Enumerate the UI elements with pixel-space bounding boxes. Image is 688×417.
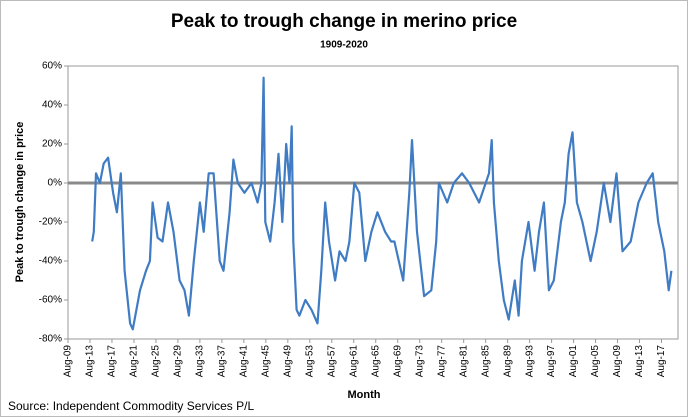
- y-tick-label: 0%: [48, 178, 63, 189]
- x-tick-label: Aug-81: [458, 345, 469, 378]
- x-tick-label: Aug-17: [656, 345, 667, 378]
- x-tick-label: Aug-17: [107, 345, 118, 378]
- y-axis-label: Peak to trough change in price: [14, 122, 26, 283]
- chart-subtitle: 1909-2020: [320, 40, 368, 51]
- x-tick-label: Aug-85: [480, 345, 491, 378]
- chart-title: Peak to trough change in merino price: [171, 11, 517, 32]
- x-tick-label: Aug-61: [348, 345, 359, 378]
- x-tick-label: Aug-09: [612, 345, 623, 378]
- y-tick-label: 20%: [42, 139, 62, 150]
- x-tick-label: Aug-13: [634, 345, 645, 378]
- data-line: [91, 76, 673, 331]
- y-tick-label: -80%: [39, 334, 62, 345]
- x-tick-label: Aug-37: [217, 345, 228, 378]
- x-tick-label: Aug-53: [304, 345, 315, 378]
- x-tick-label: Aug-05: [590, 345, 601, 378]
- x-tick-label: Aug-97: [546, 345, 557, 378]
- x-tick-label: Aug-01: [568, 345, 579, 378]
- x-tick-label: Aug-49: [282, 345, 293, 378]
- x-tick-label: Aug-41: [238, 345, 249, 378]
- x-tick-label: Aug-69: [392, 345, 403, 378]
- x-tick-label: Aug-73: [414, 345, 425, 378]
- x-tick-label: Aug-57: [326, 345, 337, 378]
- x-tick-label: Aug-29: [173, 345, 184, 378]
- source-note: Source: Independent Commodity Services P…: [8, 399, 254, 413]
- x-tick-label: Aug-33: [195, 345, 206, 378]
- y-tick-label: -20%: [39, 217, 62, 228]
- x-tick-label: Aug-13: [85, 345, 96, 378]
- x-tick-label: Aug-45: [260, 345, 271, 378]
- y-tick-label: -40%: [39, 256, 62, 267]
- x-tick-label: Aug-93: [524, 345, 535, 378]
- y-tick-label: -60%: [39, 295, 62, 306]
- y-tick-label: 60%: [42, 61, 62, 72]
- x-tick-label: Aug-25: [151, 345, 162, 378]
- y-tick-label: 40%: [42, 100, 62, 111]
- x-tick-label: Aug-65: [370, 345, 381, 378]
- x-tick-label: Aug-77: [436, 345, 447, 378]
- x-tick-label: Aug-89: [502, 345, 513, 378]
- x-tick-label: Aug-21: [129, 345, 140, 378]
- x-tick-label: Aug-09: [63, 345, 74, 378]
- x-axis-label: Month: [348, 389, 381, 401]
